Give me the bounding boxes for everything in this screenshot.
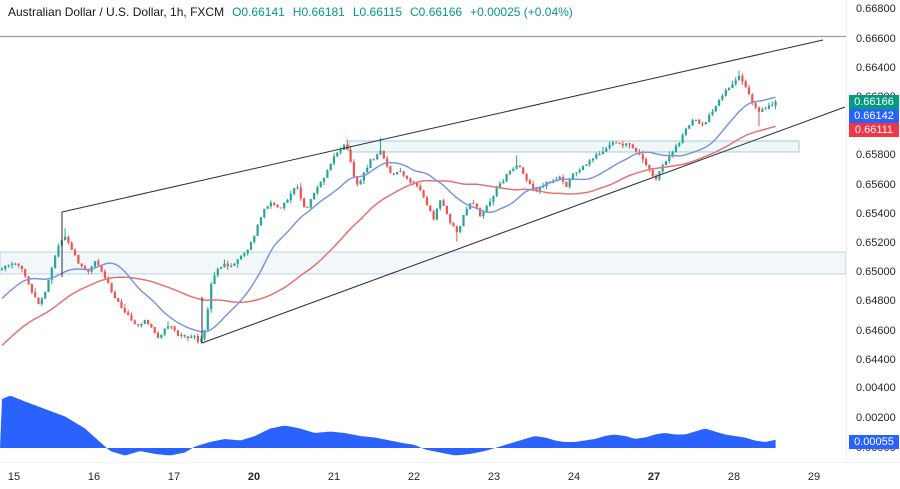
chart-plot-area[interactable] [0,0,846,462]
time-axis-label: 21 [327,471,341,483]
time-axis-label: 20 [247,471,261,483]
price-axis-label: 0.64800 [856,295,896,307]
price-axis-label: 0.64600 [856,325,896,337]
trend-channel[interactable] [61,39,846,344]
price-axis-label: 0.66400 [856,62,896,74]
price-axis-label: 0.65200 [856,237,896,249]
price-axis-label: 0.65400 [856,208,896,220]
ma-slow-line [1,125,776,347]
ma-fast-price-badge: 0.66142 [849,109,899,123]
change-value: +0.00025 (+0.04%) [470,5,573,19]
chart-legend: Australian Dollar / U.S. Dollar, 1h, FXC… [8,5,573,19]
time-axis-label: 23 [487,471,501,483]
high-value: H0.66181 [292,5,345,19]
price-axis-label: 0.65600 [856,179,896,191]
ma-slow-price-badge: 0.66111 [849,123,899,137]
indicator-axis-label: 0.00400 [856,382,896,394]
time-axis-label: 28 [727,471,741,483]
price-axis-label: 0.65800 [856,149,896,161]
indicator-value-badge: 0.00055 [849,435,899,449]
price-axis-label: 0.66600 [856,33,896,45]
ohlc-values: O0.66141 H0.66181 L0.66115 C0.66166 +0.00025… [224,5,573,19]
ma-fast-line [1,96,776,333]
time-axis-label: 16 [87,471,101,483]
time-axis-label: 27 [647,471,661,483]
time-scale[interactable]: 15 16 17 20 21 22 23 24 27 28 29 [0,462,900,489]
price-scale[interactable]: 0.000000.002000.004000.644000.646000.648… [846,0,900,462]
price-axis-label: 0.65000 [856,266,896,278]
indicator-axis-label: 0.00200 [856,412,896,424]
time-axis-label: 29 [807,471,821,483]
candlestick-series [0,70,777,344]
low-value: L0.66115 [352,5,403,19]
last-price-badge: 0.66166 [849,95,899,109]
time-axis-label: 24 [567,471,581,483]
price-axis-label: 0.64400 [856,354,896,366]
symbol-title[interactable]: Australian Dollar / U.S. Dollar, 1h, FXC… [8,5,225,19]
time-axis-label: 22 [407,471,421,483]
indicator-area-series [0,396,776,456]
close-value: C0.66166 [410,5,463,19]
price-axis-label: 0.66800 [856,3,896,15]
support-band[interactable] [0,251,846,275]
resistance-zone[interactable] [348,140,800,153]
time-axis-label: 15 [7,471,21,483]
open-value: O0.66141 [232,5,285,19]
time-axis-label: 17 [167,471,181,483]
